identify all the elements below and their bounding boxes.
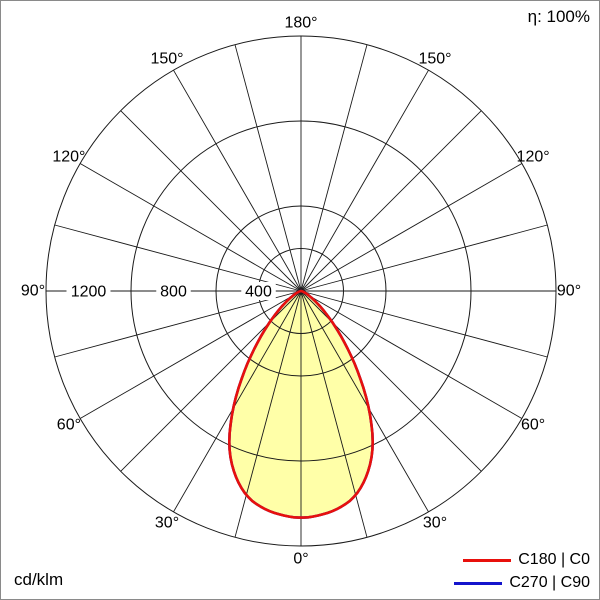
grid-spoke-285	[54, 290, 302, 358]
angle-label-90°: 90°	[557, 283, 581, 300]
grid-spoke-195	[234, 44, 302, 292]
grid-spoke-105	[300, 224, 548, 292]
angle-label-90°: 90°	[21, 283, 45, 300]
legend-label-c0: C180 | C0	[518, 551, 590, 568]
grid-spoke-255	[54, 224, 302, 292]
legend-label-c90: C270 | C90	[509, 574, 590, 591]
grid-spoke-150	[300, 69, 429, 292]
grid-spoke-300	[79, 290, 302, 419]
angle-label-30°: 30°	[155, 515, 179, 532]
grid-spoke-330	[173, 290, 302, 513]
legend-line-c90-icon	[454, 581, 503, 585]
units-label: cd/klm	[14, 570, 64, 589]
grid-spoke-120	[300, 163, 523, 292]
ring-label-400: 400	[245, 284, 272, 301]
legend: C180 | C0 C270 | C90	[454, 551, 590, 592]
angle-label-120°: 120°	[52, 149, 85, 166]
angle-label-150°: 150°	[150, 50, 183, 67]
angle-label-120°: 120°	[517, 149, 550, 166]
angle-label-30°: 30°	[423, 515, 447, 532]
legend-line-c0-icon	[463, 558, 512, 562]
grid-spoke-30	[300, 290, 429, 513]
grid-spoke-210	[173, 69, 302, 292]
grid-spoke-135	[300, 110, 482, 292]
ring-label-bg-400	[241, 282, 276, 300]
angle-label-180°: 180°	[284, 15, 317, 32]
legend-item-c0: C180 | C0	[463, 551, 590, 569]
angle-label-60°: 60°	[57, 417, 81, 434]
grid-spoke-225	[120, 110, 302, 292]
grid-spoke-75	[300, 290, 548, 358]
ring-label-bg-1200	[66, 282, 111, 300]
angle-label-150°: 150°	[418, 50, 451, 67]
grid-spoke-60	[300, 290, 523, 419]
angle-label-60°: 60°	[521, 417, 545, 434]
legend-item-c90: C270 | C90	[454, 574, 590, 592]
ring-label-1200: 1200	[71, 284, 107, 301]
grid-spoke-240	[79, 163, 302, 292]
efficiency-label: η: 100%	[527, 7, 590, 26]
angle-label-0°: 0°	[293, 551, 308, 568]
curve-c180-c0	[228, 289, 374, 519]
ring-label-bg-800	[156, 282, 191, 300]
ring-label-800: 800	[160, 284, 187, 301]
grid-spoke-165	[300, 44, 368, 292]
